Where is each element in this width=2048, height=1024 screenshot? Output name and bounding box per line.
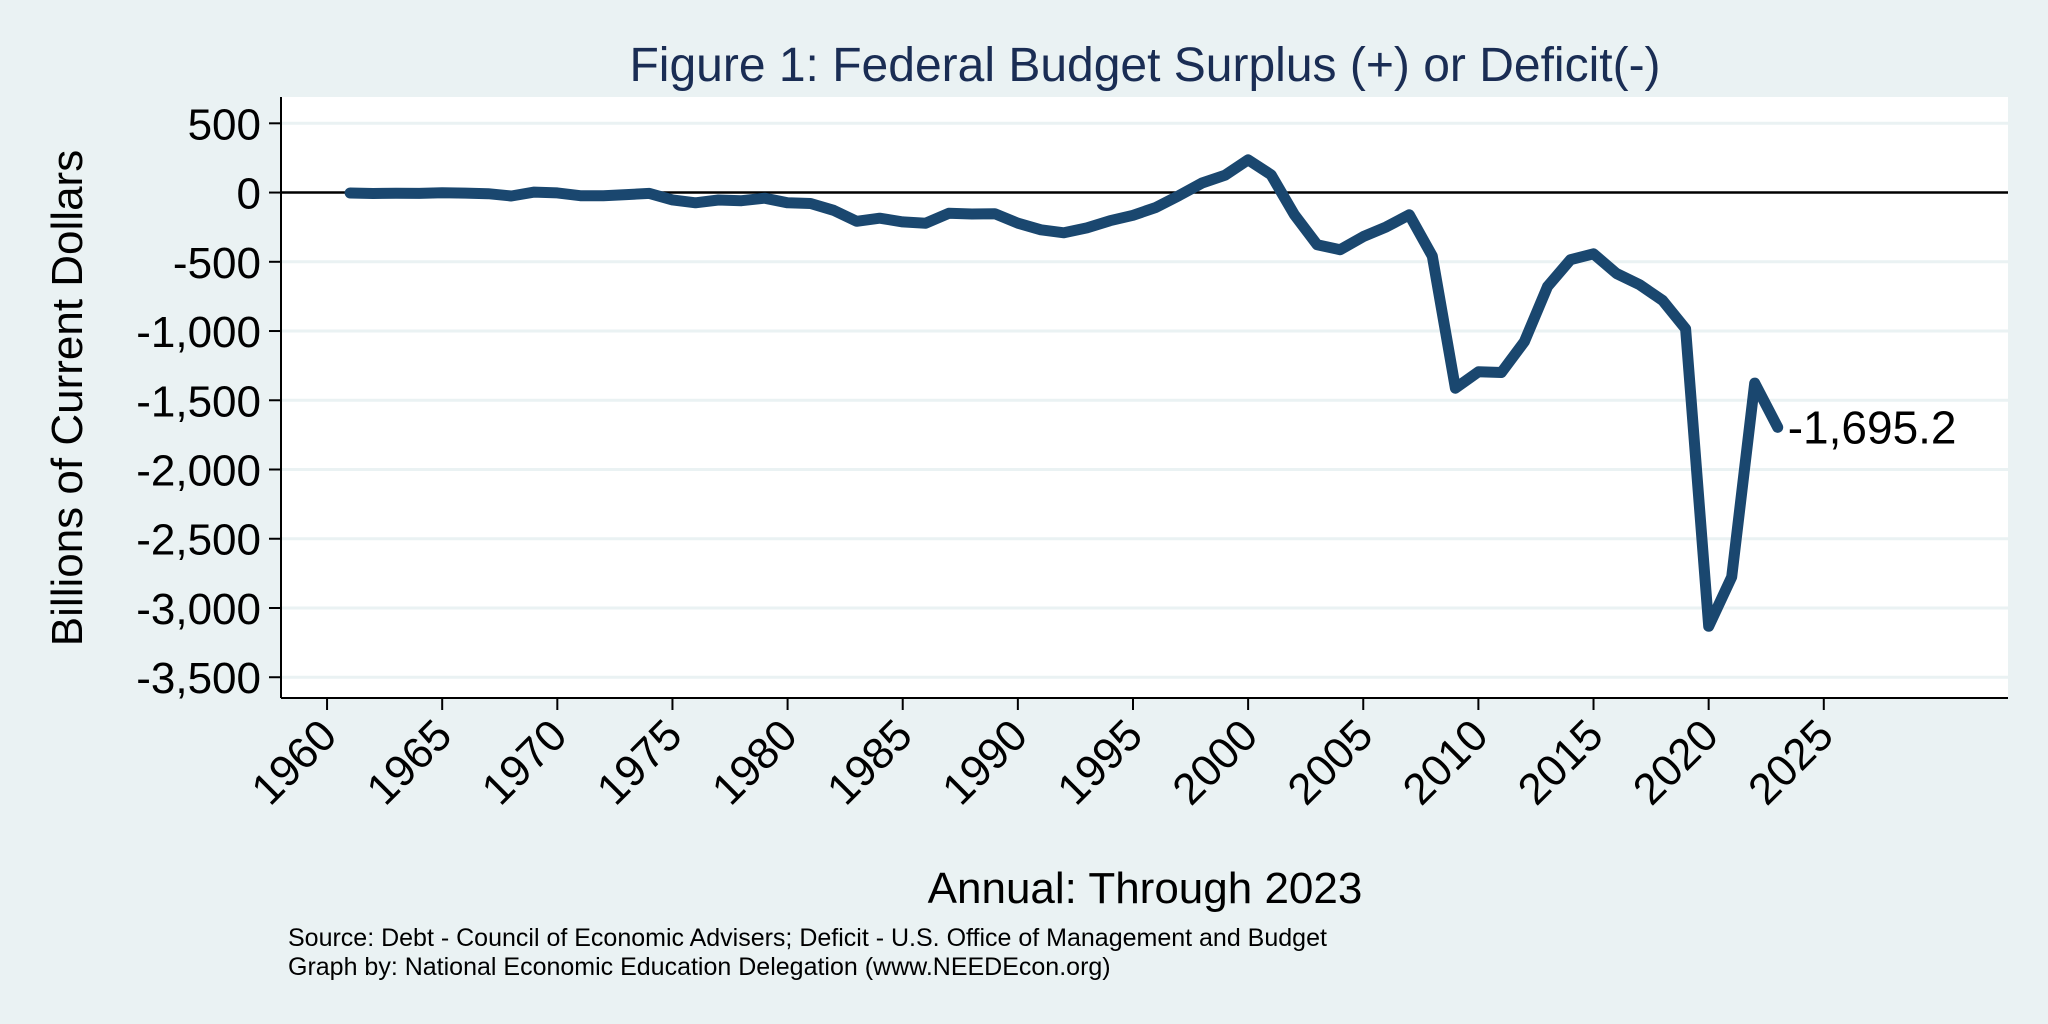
x-tick-label: 1990	[933, 710, 1037, 814]
x-tick-label: 1995	[1048, 710, 1152, 814]
x-tick-label: 2000	[1163, 710, 1267, 814]
x-tick-label: 1965	[357, 710, 461, 814]
x-tick-label: 1975	[588, 710, 692, 814]
x-tick-label: 2020	[1624, 710, 1728, 814]
y-tick-label: -3,500	[136, 654, 261, 703]
x-tick-label: 1970	[473, 710, 577, 814]
y-tick-label: 500	[188, 100, 261, 149]
x-tick-label: 1985	[818, 710, 922, 814]
x-tick-label: 2010	[1394, 710, 1498, 814]
x-tick-label: 1980	[703, 710, 807, 814]
y-tick-label: -3,000	[136, 585, 261, 634]
x-tick-label: 2015	[1509, 710, 1613, 814]
y-tick-label: 0	[237, 170, 261, 219]
endpoint-value-label: -1,695.2	[1788, 401, 1957, 453]
y-tick-label: -2,500	[136, 516, 261, 565]
y-axis-title: Billions of Current Dollars	[43, 150, 92, 646]
y-axis-ticks: 500 0 -500 -1,000 -1,500 -2,000 -2,500 -3,000 -3…	[136, 100, 281, 703]
source-note: Source: Debt - Council of Economic Advis…	[288, 924, 1327, 952]
x-tick-label: 1960	[242, 710, 346, 814]
chart-title: Figure 1: Federal Budget Surplus (+) or …	[629, 39, 1660, 92]
credit-note: Graph by: National Economic Education De…	[288, 953, 1111, 981]
y-tick-label: -2,000	[136, 447, 261, 496]
x-axis-ticks: 1960 1965 1970 1975 1980 1985 1990 1995 2000 2005…	[242, 698, 1843, 814]
x-tick-label: 2025	[1739, 710, 1843, 814]
y-tick-label: -1,000	[136, 308, 261, 357]
x-axis-title: Annual: Through 2023	[928, 864, 1363, 913]
deficit-series-line	[344, 154, 1784, 632]
y-tick-label: -500	[173, 239, 261, 288]
x-tick-label: 2005	[1278, 710, 1382, 814]
y-tick-label: -1,500	[136, 377, 261, 426]
annotations: -1,695.2	[1788, 401, 1957, 453]
